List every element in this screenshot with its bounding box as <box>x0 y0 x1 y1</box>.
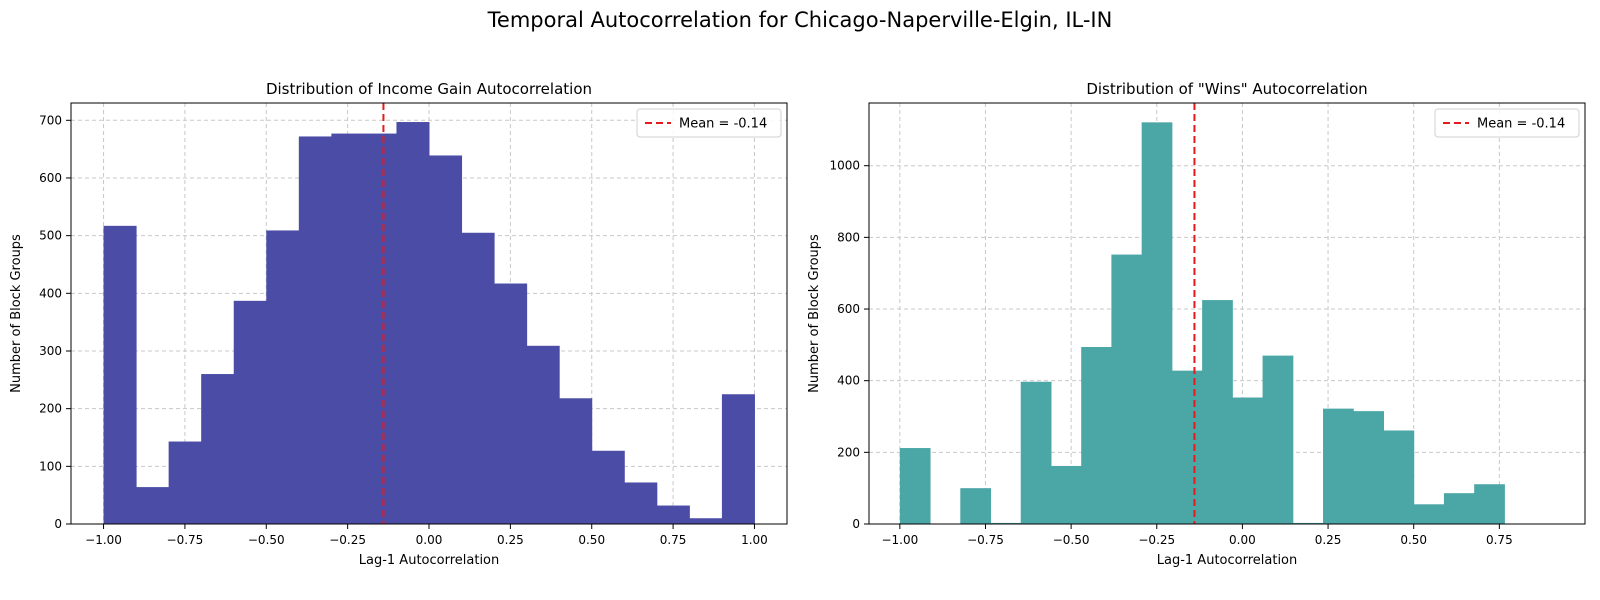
histogram-bar <box>1443 493 1475 524</box>
histogram-bar <box>1292 522 1324 524</box>
histogram-bar <box>1474 484 1505 524</box>
legend-box <box>1434 108 1580 138</box>
histogram-bar <box>1323 408 1354 524</box>
legend-label: Mean = -0.14 <box>1477 117 1565 132</box>
y-axis-label: Number of Block Groups <box>807 234 822 393</box>
x-tick-label: −1.00 <box>85 533 122 547</box>
x-tick-label: −0.50 <box>1053 533 1090 547</box>
histogram-bar <box>559 398 593 524</box>
chart-title: Distribution of Income Gain Autocorrelat… <box>266 80 592 98</box>
histogram-bar <box>689 518 723 524</box>
x-tick-label: 0.75 <box>1486 533 1513 547</box>
x-tick-label: −0.75 <box>167 533 204 547</box>
x-tick-label: 1.00 <box>741 533 768 547</box>
histogram-bar <box>1081 347 1112 524</box>
histogram-bar <box>494 283 528 524</box>
histogram-bar <box>461 232 495 525</box>
y-tick-label: 500 <box>39 229 62 243</box>
histogram-bar <box>331 133 365 525</box>
x-tick-label: −0.25 <box>329 533 366 547</box>
axes-frame <box>868 102 1586 525</box>
legend-label: Mean = -0.14 <box>679 117 767 132</box>
y-tick-label: 700 <box>39 113 62 127</box>
y-tick-label: 1000 <box>829 159 860 173</box>
histogram-bar <box>960 488 992 524</box>
histogram-bar <box>168 441 202 524</box>
y-tick-label: 200 <box>837 445 860 459</box>
histogram-bar <box>1111 254 1143 524</box>
legend-box <box>636 108 782 138</box>
histogram-bar <box>396 122 430 525</box>
histogram-bar <box>899 448 931 524</box>
histogram-bar <box>1020 381 1052 524</box>
histogram-bar <box>363 133 397 525</box>
histogram-bar <box>591 450 625 524</box>
x-tick-label: 0.00 <box>416 533 443 547</box>
legend: Mean = -0.14 <box>1434 108 1580 138</box>
histogram-bar <box>1262 355 1294 524</box>
histogram-bar <box>201 374 235 524</box>
chart-2: −1.00 −0.75 −0.50 −0.25 0.00 0.25 0.50 0.75 0 200… <box>807 80 1586 568</box>
y-tick-label: 100 <box>39 459 62 473</box>
y-tick-label: 0 <box>852 517 860 531</box>
histogram-bar <box>1413 504 1445 524</box>
x-tick-label: 0.25 <box>1315 533 1342 547</box>
y-tick-label: 400 <box>837 374 860 388</box>
histogram-bar <box>103 225 137 524</box>
x-tick-label: 0.75 <box>660 533 687 547</box>
histogram-bar <box>233 300 267 524</box>
histogram-bar <box>1383 430 1415 524</box>
x-tick-label: 0.50 <box>578 533 605 547</box>
legend: Mean = -0.14 <box>636 108 782 138</box>
y-tick-label: 400 <box>39 286 62 300</box>
histogram-bar <box>1050 465 1082 524</box>
histogram-bar <box>298 136 332 524</box>
histogram-bar <box>266 230 300 524</box>
x-tick-label: −1.00 <box>881 533 918 547</box>
x-tick-label: −0.50 <box>248 533 285 547</box>
y-tick-label: 600 <box>837 302 860 316</box>
y-tick-label: 600 <box>39 171 62 185</box>
y-axis-label: Number of Block Groups <box>9 234 24 393</box>
histogram-bar <box>1171 370 1203 524</box>
histogram-bar <box>526 345 560 524</box>
x-tick-label: 0.00 <box>1229 533 1256 547</box>
histogram-bar <box>990 522 1022 524</box>
y-tick-label: 0 <box>54 517 62 531</box>
x-axis-label: Lag-1 Autocorrelation <box>359 553 500 568</box>
figure-title: Temporal Autocorrelation for Chicago-Nap… <box>487 8 1113 32</box>
y-tick-label: 800 <box>837 230 860 244</box>
histogram-bar <box>624 482 658 524</box>
histogram-bar <box>136 487 170 524</box>
x-tick-label: −0.75 <box>967 533 1004 547</box>
histogram-bar <box>721 394 755 524</box>
y-tick-label: 300 <box>39 344 62 358</box>
x-tick-label: −0.25 <box>1138 533 1175 547</box>
histogram-bar <box>656 505 690 524</box>
histogram-bar <box>1141 122 1173 524</box>
histogram-bar <box>1353 411 1384 524</box>
y-tick-label: 200 <box>39 402 62 416</box>
x-tick-label: 0.50 <box>1400 533 1427 547</box>
histogram-bar <box>1202 300 1233 524</box>
chart-1: −1.00 −0.75 −0.50 −0.25 0.00 0.25 0.50 0.75 1.00… <box>9 80 788 568</box>
chart-title: Distribution of "Wins" Autocorrelation <box>1086 80 1367 98</box>
x-tick-label: 0.25 <box>497 533 524 547</box>
histogram-bar <box>1232 397 1264 524</box>
histogram-bar <box>429 155 463 524</box>
x-axis-label: Lag-1 Autocorrelation <box>1157 553 1298 568</box>
